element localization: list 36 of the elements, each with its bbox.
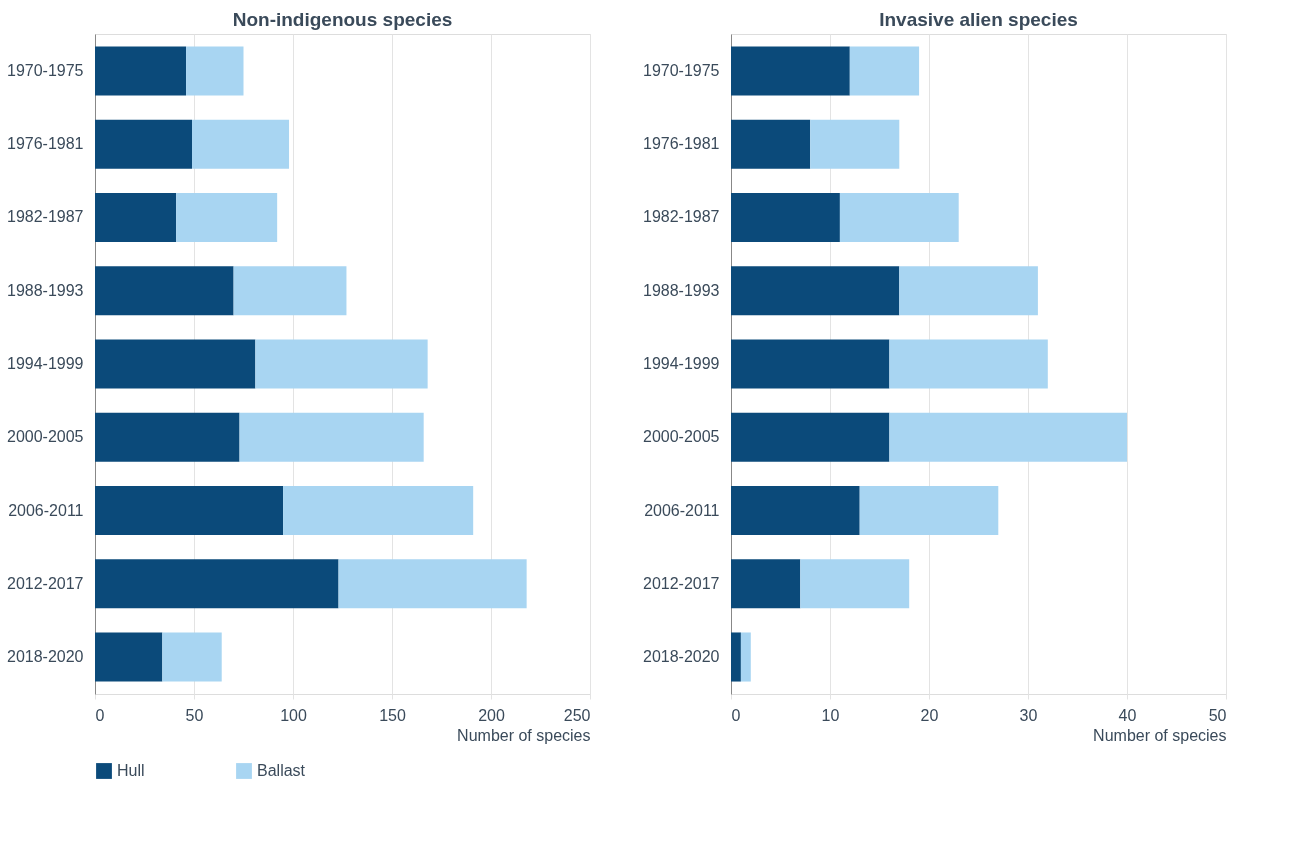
y-tick-label: 1982-1987 bbox=[6, 208, 84, 226]
y-tick-label: 2018-2020 bbox=[6, 648, 84, 666]
y-tick-label: 1988-1993 bbox=[642, 281, 720, 299]
y-tick-label: 2000-2005 bbox=[642, 428, 720, 446]
y-tick-label: 1994-1999 bbox=[642, 355, 720, 372]
y-tick-label: 2000-2005 bbox=[6, 428, 84, 446]
x-tick-label: 20 bbox=[920, 706, 939, 724]
legend-label: Hull bbox=[117, 762, 145, 779]
x-tick-label: 10 bbox=[821, 706, 840, 724]
x-tick-label: 40 bbox=[1118, 706, 1137, 724]
y-tick-label: 1982-1987 bbox=[642, 208, 720, 226]
x-axis-title: Number of species bbox=[1093, 726, 1227, 744]
y-tick-label: 1994-1999 bbox=[6, 355, 84, 372]
y-tick-label: 1970-1975 bbox=[6, 61, 84, 79]
x-tick-label: 50 bbox=[1208, 706, 1227, 724]
y-tick-label: 2012-2017 bbox=[6, 574, 84, 592]
x-tick-label: 250 bbox=[563, 706, 591, 724]
chart-title: Non-indigenous species bbox=[232, 9, 453, 30]
x-tick-label: 150 bbox=[379, 706, 406, 724]
x-tick-label: 0 bbox=[95, 706, 105, 724]
y-tick-label: 2006-2011 bbox=[644, 501, 720, 519]
chart-title: Invasive alien species bbox=[879, 9, 1078, 30]
x-axis-title: Number of species bbox=[457, 726, 591, 744]
y-tick-label: 2012-2017 bbox=[642, 574, 720, 592]
y-tick-label: 2018-2020 bbox=[642, 648, 720, 666]
x-tick-label: 50 bbox=[185, 706, 204, 724]
x-tick-label: 200 bbox=[478, 706, 505, 724]
y-tick-label: 1976-1981 bbox=[6, 135, 84, 153]
y-tick-label: 2006-2011 bbox=[8, 501, 84, 519]
legend-label: Ballast bbox=[257, 762, 306, 779]
y-tick-label: 1970-1975 bbox=[642, 61, 720, 79]
y-tick-label: 1988-1993 bbox=[6, 281, 84, 299]
y-tick-label: 1976-1981 bbox=[642, 135, 720, 153]
x-tick-label: 0 bbox=[731, 706, 741, 724]
x-tick-label: 30 bbox=[1019, 706, 1038, 724]
x-tick-label: 100 bbox=[280, 706, 307, 724]
